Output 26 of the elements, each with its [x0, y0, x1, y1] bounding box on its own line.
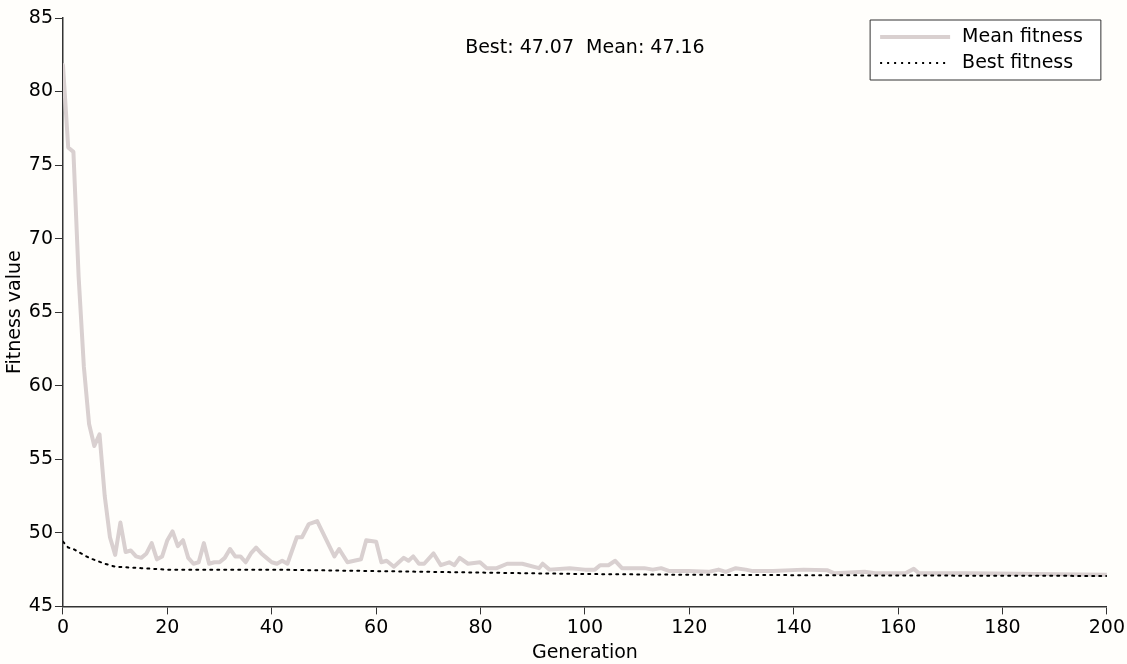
- x-tick-label: 100: [566, 614, 604, 637]
- y-tick-label: 80: [28, 78, 53, 101]
- y-tick-label: 85: [28, 4, 53, 27]
- legend-label: Best fitness: [962, 49, 1074, 72]
- x-axis-title: Generation: [531, 639, 638, 662]
- x-tick-label: 40: [259, 614, 284, 637]
- y-tick-label: 70: [28, 225, 53, 248]
- y-tick-label: 75: [28, 152, 53, 175]
- x-tick-label: 60: [364, 614, 389, 637]
- y-tick-label: 60: [28, 372, 53, 395]
- x-tick-label: 80: [468, 614, 493, 637]
- y-axis-title: Fitness value: [2, 250, 25, 375]
- y-tick-label: 50: [28, 519, 53, 542]
- x-tick-label: 120: [671, 614, 708, 637]
- y-tick-label: 45: [28, 593, 53, 616]
- x-tick-label: 180: [984, 614, 1021, 637]
- y-tick-label: 55: [28, 446, 53, 469]
- y-tick-label: 65: [28, 299, 53, 322]
- legend-label: Mean fitness: [962, 23, 1083, 46]
- x-tick-label: 20: [155, 614, 180, 637]
- x-tick-label: 0: [56, 614, 70, 637]
- x-tick-label: 200: [1088, 614, 1125, 637]
- annotation: Best: 47.07 Mean: 47.16: [465, 34, 705, 57]
- line-series: [62, 540, 1107, 577]
- x-tick-label: 160: [879, 614, 917, 637]
- x-tick-label: 140: [775, 614, 812, 637]
